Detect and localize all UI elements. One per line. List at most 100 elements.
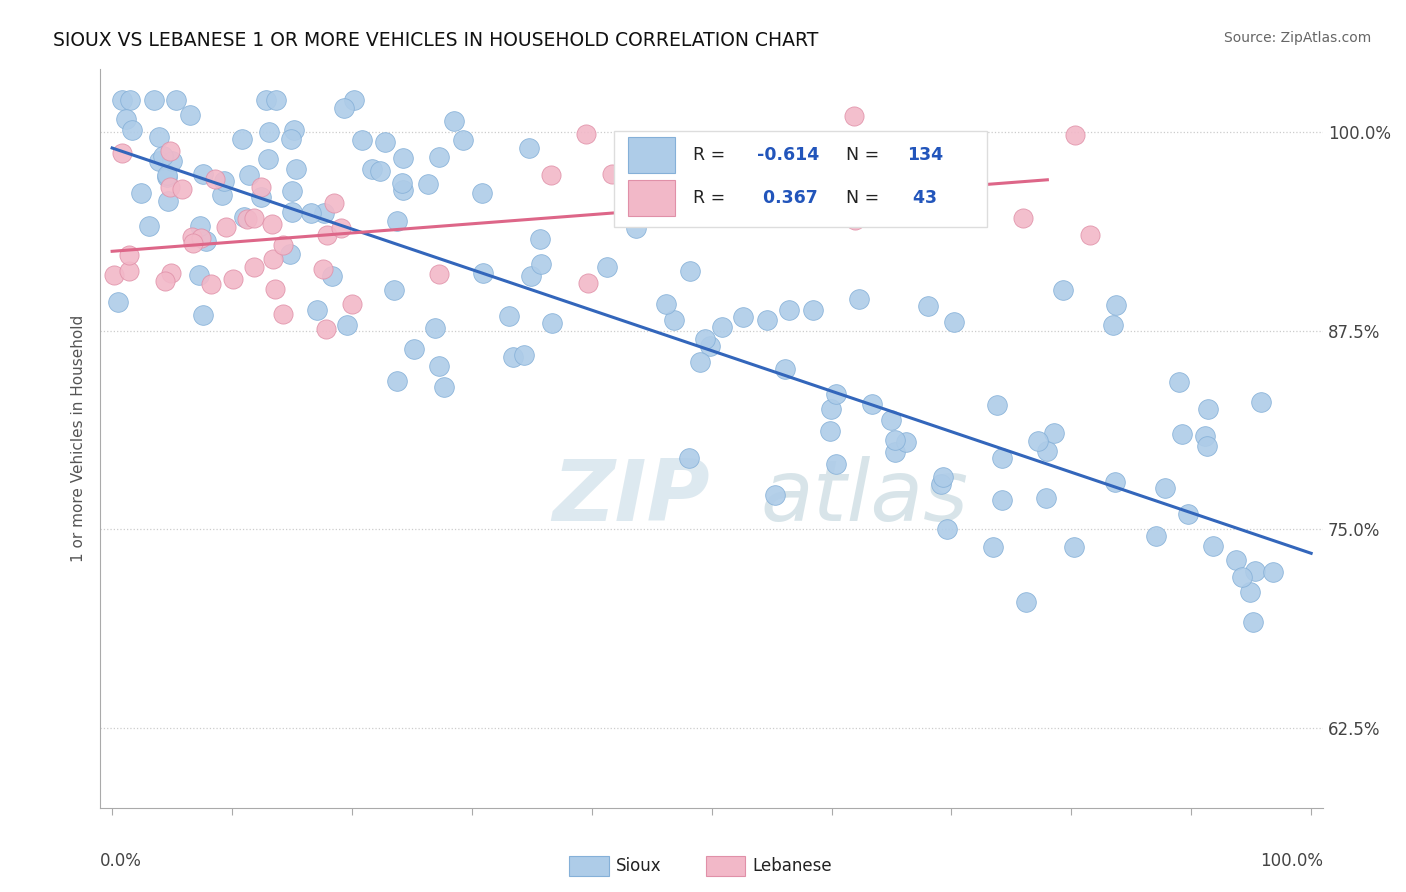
Point	[307, 303, 329, 318]
Point	[402, 342, 425, 356]
Point	[370, 164, 392, 178]
Point	[214, 173, 236, 187]
Point	[188, 219, 211, 233]
Point	[117, 248, 139, 262]
Point	[314, 205, 336, 219]
FancyBboxPatch shape	[614, 131, 987, 227]
Text: atlas: atlas	[761, 456, 969, 539]
Point	[190, 231, 212, 245]
Point	[981, 540, 1004, 554]
Point	[316, 227, 339, 242]
Point	[1263, 565, 1285, 579]
Point	[1250, 395, 1272, 409]
Point	[156, 169, 179, 184]
Point	[576, 276, 599, 290]
Point	[1202, 539, 1225, 553]
Point	[260, 217, 283, 231]
Point	[148, 129, 170, 144]
Point	[1230, 570, 1253, 584]
Point	[121, 123, 143, 137]
Point	[160, 154, 183, 169]
Point	[842, 109, 865, 123]
Point	[451, 133, 474, 147]
Point	[280, 132, 302, 146]
Point	[880, 413, 903, 427]
Point	[385, 214, 408, 228]
Point	[894, 434, 917, 449]
Point	[138, 219, 160, 233]
Point	[249, 190, 271, 204]
Text: -0.614: -0.614	[756, 146, 820, 164]
Point	[1012, 211, 1035, 225]
Point	[699, 339, 721, 353]
Point	[427, 267, 450, 281]
Point	[1154, 481, 1177, 495]
Point	[283, 122, 305, 136]
Point	[156, 194, 179, 208]
Point	[1026, 434, 1049, 448]
Point	[249, 180, 271, 194]
Point	[471, 186, 494, 201]
Point	[315, 322, 337, 336]
Point	[278, 247, 301, 261]
Point	[343, 93, 366, 107]
Point	[1052, 283, 1074, 297]
Point	[172, 182, 194, 196]
Point	[844, 213, 866, 227]
Point	[1042, 425, 1064, 440]
Point	[159, 144, 181, 158]
Point	[200, 277, 222, 291]
Point	[1063, 540, 1085, 554]
Text: SIOUX VS LEBANESE 1 OR MORE VEHICLES IN HOUSEHOLD CORRELATION CHART: SIOUX VS LEBANESE 1 OR MORE VEHICLES IN …	[53, 31, 818, 50]
Point	[917, 299, 939, 313]
Point	[655, 297, 678, 311]
Point	[540, 169, 562, 183]
Point	[103, 268, 125, 282]
Point	[662, 313, 685, 327]
Point	[193, 308, 215, 322]
Point	[472, 266, 495, 280]
Point	[153, 274, 176, 288]
FancyBboxPatch shape	[628, 180, 675, 216]
Point	[427, 150, 450, 164]
Point	[257, 152, 280, 166]
Point	[530, 257, 553, 271]
Point	[238, 168, 260, 182]
Point	[142, 93, 165, 107]
Point	[936, 523, 959, 537]
Point	[117, 264, 139, 278]
Point	[1244, 565, 1267, 579]
Point	[1194, 429, 1216, 443]
Point	[321, 269, 343, 284]
Text: 100.0%: 100.0%	[1260, 852, 1323, 870]
Point	[204, 171, 226, 186]
Point	[575, 127, 598, 141]
Point	[820, 402, 842, 417]
Point	[215, 220, 238, 235]
Point	[695, 332, 717, 346]
Text: N =: N =	[846, 189, 884, 207]
Point	[1035, 491, 1057, 506]
Text: 134: 134	[907, 146, 943, 164]
Point	[1104, 298, 1126, 312]
Point	[1241, 615, 1264, 629]
Text: Source: ZipAtlas.com: Source: ZipAtlas.com	[1223, 31, 1371, 45]
Point	[340, 297, 363, 311]
Point	[1197, 401, 1219, 416]
Text: R =: R =	[693, 189, 731, 207]
Point	[520, 269, 543, 284]
Point	[391, 183, 413, 197]
Point	[825, 457, 848, 471]
Point	[755, 313, 778, 327]
Point	[264, 282, 287, 296]
Point	[259, 125, 281, 139]
Point	[115, 112, 138, 126]
Point	[165, 93, 187, 107]
Point	[517, 141, 540, 155]
Point	[818, 425, 841, 439]
Point	[181, 235, 204, 250]
Point	[243, 211, 266, 225]
Point	[233, 210, 256, 224]
Point	[152, 148, 174, 162]
Text: Lebanese: Lebanese	[752, 857, 832, 875]
